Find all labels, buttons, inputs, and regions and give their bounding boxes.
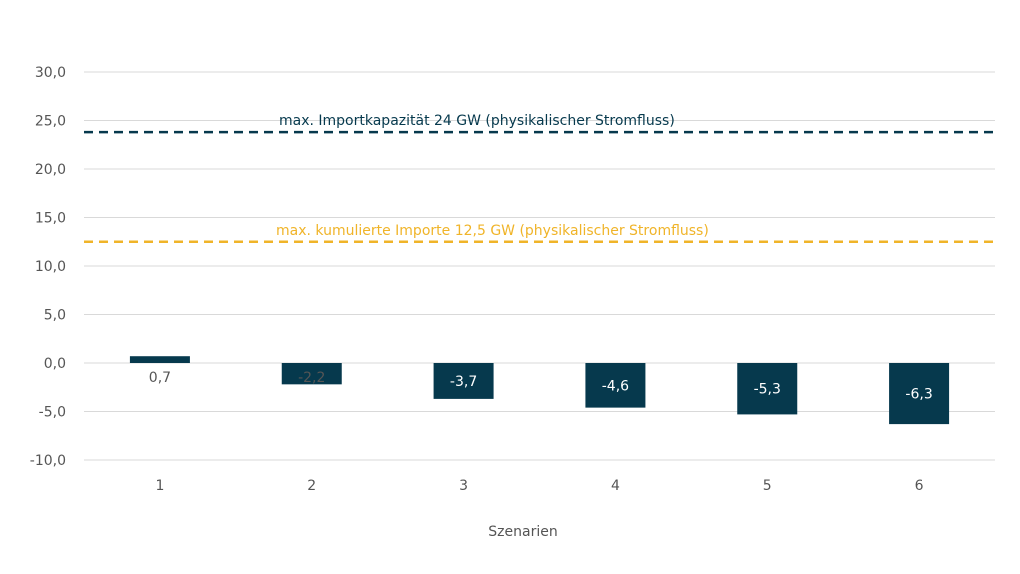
- reference-lines: max. Importkapazität 24 GW (physikalisch…: [84, 113, 995, 243]
- bar-data-label: -5,3: [754, 382, 781, 398]
- bar-data-label: -2,2: [298, 370, 325, 386]
- gridlines: [84, 71, 995, 461]
- y-tick-label: 25,0: [35, 114, 66, 130]
- bar: [433, 363, 494, 399]
- y-tick-label: -10,0: [30, 453, 66, 469]
- x-axis-ticks: 1 2 3 4 5 6: [155, 478, 923, 494]
- bars: 0,7 -2,2 -3,7 -4,6 -5,3 -6,3: [129, 356, 950, 425]
- y-axis-ticks: 30,0 25,0 20,0 15,0 10,0 5,0 0,0 -5,0 -10,0: [30, 65, 66, 469]
- y-tick-label: 10,0: [35, 259, 66, 275]
- y-tick-label: 20,0: [35, 162, 66, 178]
- bar: [737, 363, 798, 415]
- x-tick-label: 5: [763, 478, 772, 494]
- x-tick-label: 4: [611, 478, 620, 494]
- bar-data-label: -3,7: [450, 374, 477, 390]
- x-tick-label: 6: [915, 478, 924, 494]
- y-tick-label: 5,0: [44, 308, 66, 324]
- x-tick-label: 3: [459, 478, 468, 494]
- x-axis-title: Szenarien: [488, 524, 557, 540]
- x-tick-label: 2: [307, 478, 316, 494]
- bar: [129, 356, 190, 363]
- bar: [889, 363, 950, 425]
- y-tick-label: 0,0: [44, 356, 66, 372]
- bar-data-label: 0,7: [149, 370, 171, 386]
- y-tick-label: 30,0: [35, 65, 66, 81]
- bar-data-label: -6,3: [905, 387, 932, 403]
- reference-line-label: max. Importkapazität 24 GW (physikalisch…: [279, 113, 675, 129]
- bar: [281, 363, 342, 385]
- y-tick-label: 15,0: [35, 211, 66, 227]
- bar: [585, 363, 646, 408]
- bar-data-label: -4,6: [602, 378, 629, 394]
- y-tick-label: -5,0: [39, 405, 66, 421]
- reference-line-label: max. kumulierte Importe 12,5 GW (physika…: [276, 223, 709, 239]
- x-tick-label: 1: [155, 478, 164, 494]
